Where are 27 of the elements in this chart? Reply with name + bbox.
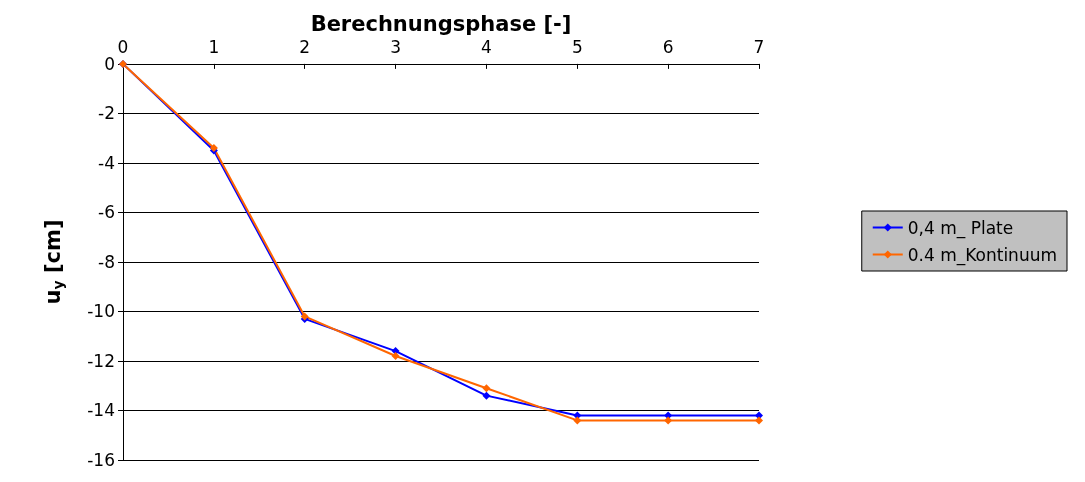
x-tick-label: 1: [208, 37, 220, 58]
x-tick-label: 6: [662, 37, 674, 58]
point: [664, 416, 673, 425]
x-axis-title: Berechnungsphase [-]: [310, 11, 572, 36]
point: [391, 352, 400, 361]
y-tick-label: -6: [98, 202, 115, 223]
y-tick-label: -8: [98, 251, 115, 272]
y-tick-label: -2: [98, 103, 115, 124]
x-tick-label: 4: [481, 37, 492, 58]
point: [573, 416, 582, 425]
x-tick-label: 7: [753, 37, 765, 58]
x-tick-label: 2: [299, 37, 311, 58]
x-tick-label: 3: [390, 37, 401, 58]
y-tick-label: -12: [87, 350, 115, 371]
y-tick-label: -16: [87, 450, 115, 470]
legend-label: 0.4 m_Kontinuum: [907, 244, 1057, 266]
y-tick-label: -14: [87, 400, 115, 421]
point: [482, 384, 491, 393]
y-tick-label: 0: [104, 53, 115, 74]
x-tick-label: 5: [571, 37, 583, 58]
y-axis-title: uy [cm]: [41, 219, 66, 305]
x-tick-label: 0: [117, 37, 129, 58]
y-tick-label: -10: [87, 301, 115, 322]
y-tick-label: -4: [98, 152, 115, 173]
point: [755, 416, 763, 425]
point: [482, 391, 491, 400]
legend-label: 0,4 m_ Plate: [907, 217, 1014, 239]
